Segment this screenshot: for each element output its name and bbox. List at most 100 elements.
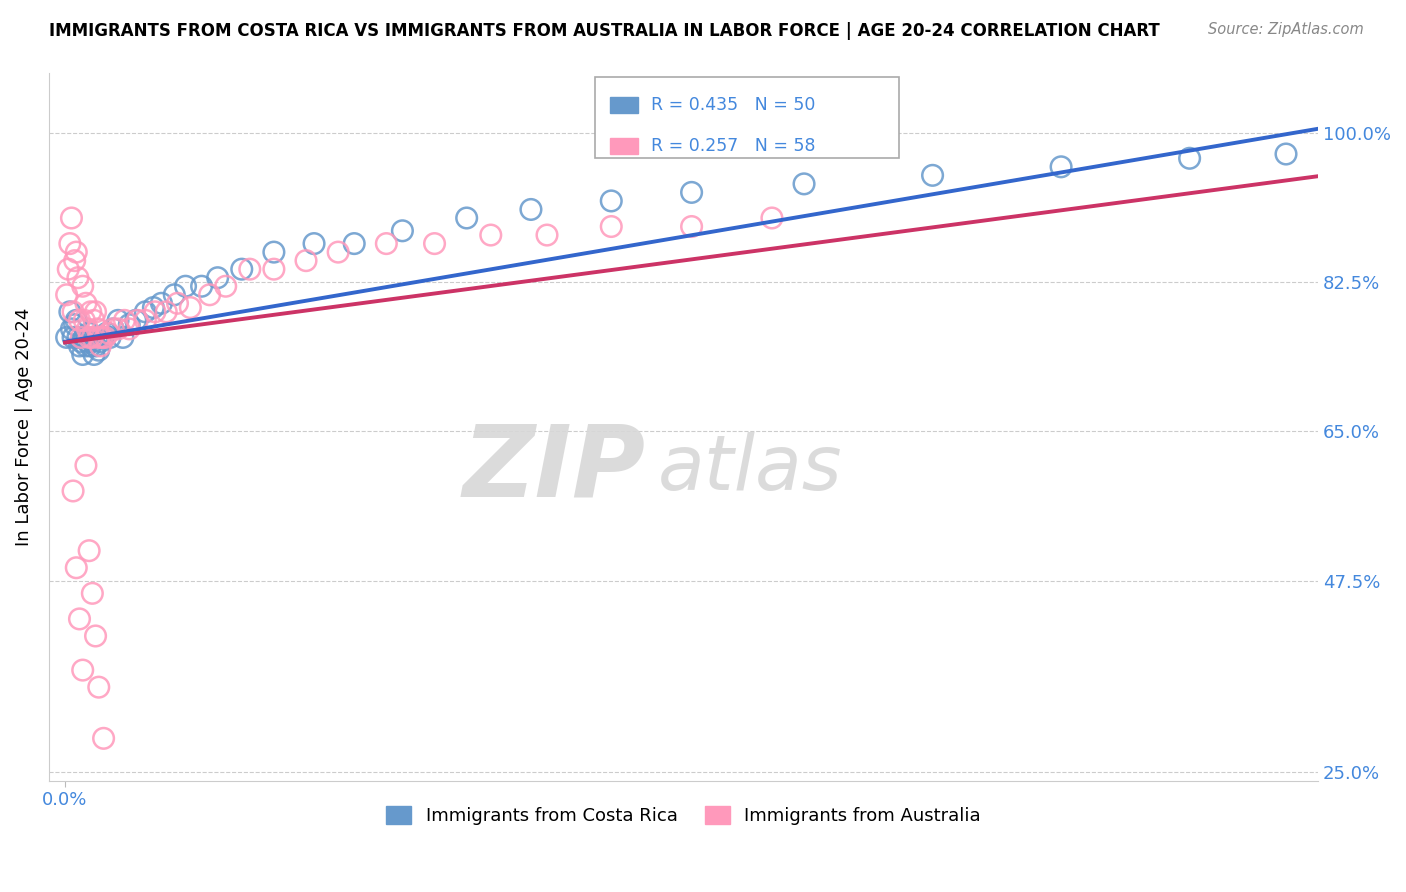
Point [87, 680, 110, 694]
Point [114, 313, 136, 327]
Text: Source: ZipAtlas.com: Source: ZipAtlas.com [1208, 22, 1364, 37]
Point [103, 322, 125, 336]
Text: ZIP: ZIP [463, 421, 645, 518]
FancyBboxPatch shape [610, 138, 638, 153]
Point [111, 330, 134, 344]
Point [93, 330, 115, 344]
Point [793, 177, 815, 191]
Point [107, 313, 129, 327]
Point [761, 211, 783, 225]
Legend: Immigrants from Costa Rica, Immigrants from Australia: Immigrants from Costa Rica, Immigrants f… [387, 805, 981, 825]
Point [72, 663, 94, 677]
Text: R = 0.435   N = 50: R = 0.435 N = 50 [651, 96, 815, 114]
Text: IMMIGRANTS FROM COSTA RICA VS IMMIGRANTS FROM AUSTRALIA IN LABOR FORCE | AGE 20-: IMMIGRANTS FROM COSTA RICA VS IMMIGRANTS… [49, 22, 1160, 40]
Text: atlas: atlas [658, 433, 842, 507]
Point [82, 334, 104, 349]
Point [80, 339, 103, 353]
Point [65, 313, 87, 327]
Point [93, 731, 115, 746]
Point [295, 253, 318, 268]
Point [62, 330, 84, 344]
Point [82, 586, 104, 600]
Point [72, 347, 94, 361]
Point [681, 219, 703, 234]
Point [190, 279, 212, 293]
Point [60, 322, 83, 336]
Point [231, 262, 253, 277]
Point [207, 270, 229, 285]
Point [77, 543, 100, 558]
Point [55, 330, 77, 344]
Point [391, 224, 413, 238]
Point [62, 305, 84, 319]
Point [76, 322, 98, 336]
Point [91, 330, 114, 344]
Y-axis label: In Labor Force | Age 20-24: In Labor Force | Age 20-24 [15, 308, 32, 546]
Point [75, 458, 97, 473]
Point [166, 296, 188, 310]
Point [94, 330, 117, 344]
Point [89, 339, 111, 353]
Point [143, 305, 166, 319]
Point [83, 347, 105, 361]
Point [343, 236, 366, 251]
Point [302, 236, 325, 251]
Point [80, 305, 103, 319]
Point [134, 313, 156, 327]
Point [70, 334, 93, 349]
Point [84, 339, 107, 353]
Point [600, 194, 623, 208]
Point [479, 228, 502, 243]
Point [65, 245, 87, 260]
Point [263, 262, 285, 277]
Point [1275, 147, 1298, 161]
Point [77, 326, 100, 340]
Point [1050, 160, 1073, 174]
Point [66, 270, 89, 285]
Point [1178, 151, 1201, 165]
Point [163, 287, 186, 301]
Point [70, 330, 93, 344]
Point [375, 236, 398, 251]
Point [66, 330, 89, 344]
Point [215, 279, 238, 293]
Point [98, 330, 121, 344]
Point [75, 339, 97, 353]
Point [87, 343, 110, 358]
Point [600, 219, 623, 234]
Point [142, 301, 165, 315]
Point [75, 296, 97, 310]
Point [59, 236, 82, 251]
Point [263, 245, 285, 260]
Point [84, 629, 107, 643]
Point [127, 313, 149, 327]
Point [69, 612, 91, 626]
Text: R = 0.257   N = 58: R = 0.257 N = 58 [651, 136, 815, 154]
Point [536, 228, 558, 243]
Point [96, 326, 118, 340]
Point [520, 202, 543, 217]
Point [86, 330, 108, 344]
FancyBboxPatch shape [610, 97, 638, 112]
Point [118, 318, 141, 332]
FancyBboxPatch shape [595, 77, 900, 158]
Point [60, 211, 83, 225]
Point [55, 287, 77, 301]
Point [59, 305, 82, 319]
Point [65, 560, 87, 574]
Point [134, 305, 156, 319]
Point [118, 322, 141, 336]
Point [423, 236, 446, 251]
Point [73, 330, 96, 344]
Point [58, 262, 80, 277]
Point [86, 322, 108, 336]
Point [456, 211, 478, 225]
Point [84, 305, 107, 319]
Point [77, 330, 100, 344]
Point [179, 301, 201, 315]
Point [155, 305, 177, 319]
Point [681, 186, 703, 200]
Point [89, 334, 111, 349]
Point [239, 262, 262, 277]
Point [72, 279, 94, 293]
